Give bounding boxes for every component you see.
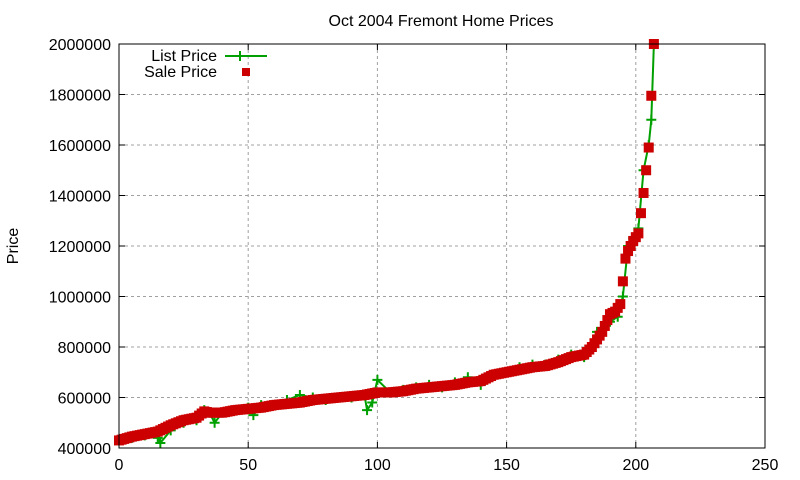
y-axis-label: Price <box>5 228 22 265</box>
plus-marker-icon <box>646 114 657 125</box>
series-sale-price <box>114 39 659 446</box>
plus-marker-icon <box>372 374 383 385</box>
x-tick-label: 50 <box>239 457 257 474</box>
y-tick-label: 1200000 <box>49 239 111 256</box>
legend-square-icon <box>242 68 250 76</box>
y-tick-label: 400000 <box>58 441 111 458</box>
axis-ticks: 0 50 100 150 200 250 400000 600000 800000 1000000… <box>49 37 779 474</box>
y-tick-label: 1000000 <box>49 290 111 307</box>
plus-marker-icon <box>209 417 220 428</box>
plus-marker-icon <box>362 405 373 416</box>
square-marker-icon <box>623 246 634 257</box>
y-tick-label: 1400000 <box>49 189 111 206</box>
legend-plus-icon <box>235 51 245 61</box>
x-tick-label: 0 <box>115 457 124 474</box>
legend-label-list-price: List Price <box>151 48 217 65</box>
plot-border <box>118 43 766 449</box>
legend-label-sale-price: Sale Price <box>144 64 217 81</box>
square-marker-icon <box>638 187 649 198</box>
x-tick-label: 100 <box>364 457 391 474</box>
y-tick-label: 600000 <box>58 391 111 408</box>
x-tick-label: 200 <box>622 457 649 474</box>
plus-marker-icon <box>155 437 166 448</box>
square-marker-icon <box>620 253 631 264</box>
y-tick-label: 2000000 <box>49 37 111 54</box>
y-tick-label: 1800000 <box>49 88 111 105</box>
chart-title: Oct 2004 Fremont Home Prices <box>329 13 554 30</box>
y-tick-label: 800000 <box>58 340 111 357</box>
legend: List Price Sale Price <box>144 48 267 81</box>
series-list-price <box>114 39 659 448</box>
x-tick-label: 250 <box>752 457 779 474</box>
y-tick-label: 1600000 <box>49 138 111 155</box>
square-marker-icon <box>643 142 654 153</box>
x-tick-label: 150 <box>493 457 520 474</box>
plus-marker-icon <box>367 397 378 408</box>
